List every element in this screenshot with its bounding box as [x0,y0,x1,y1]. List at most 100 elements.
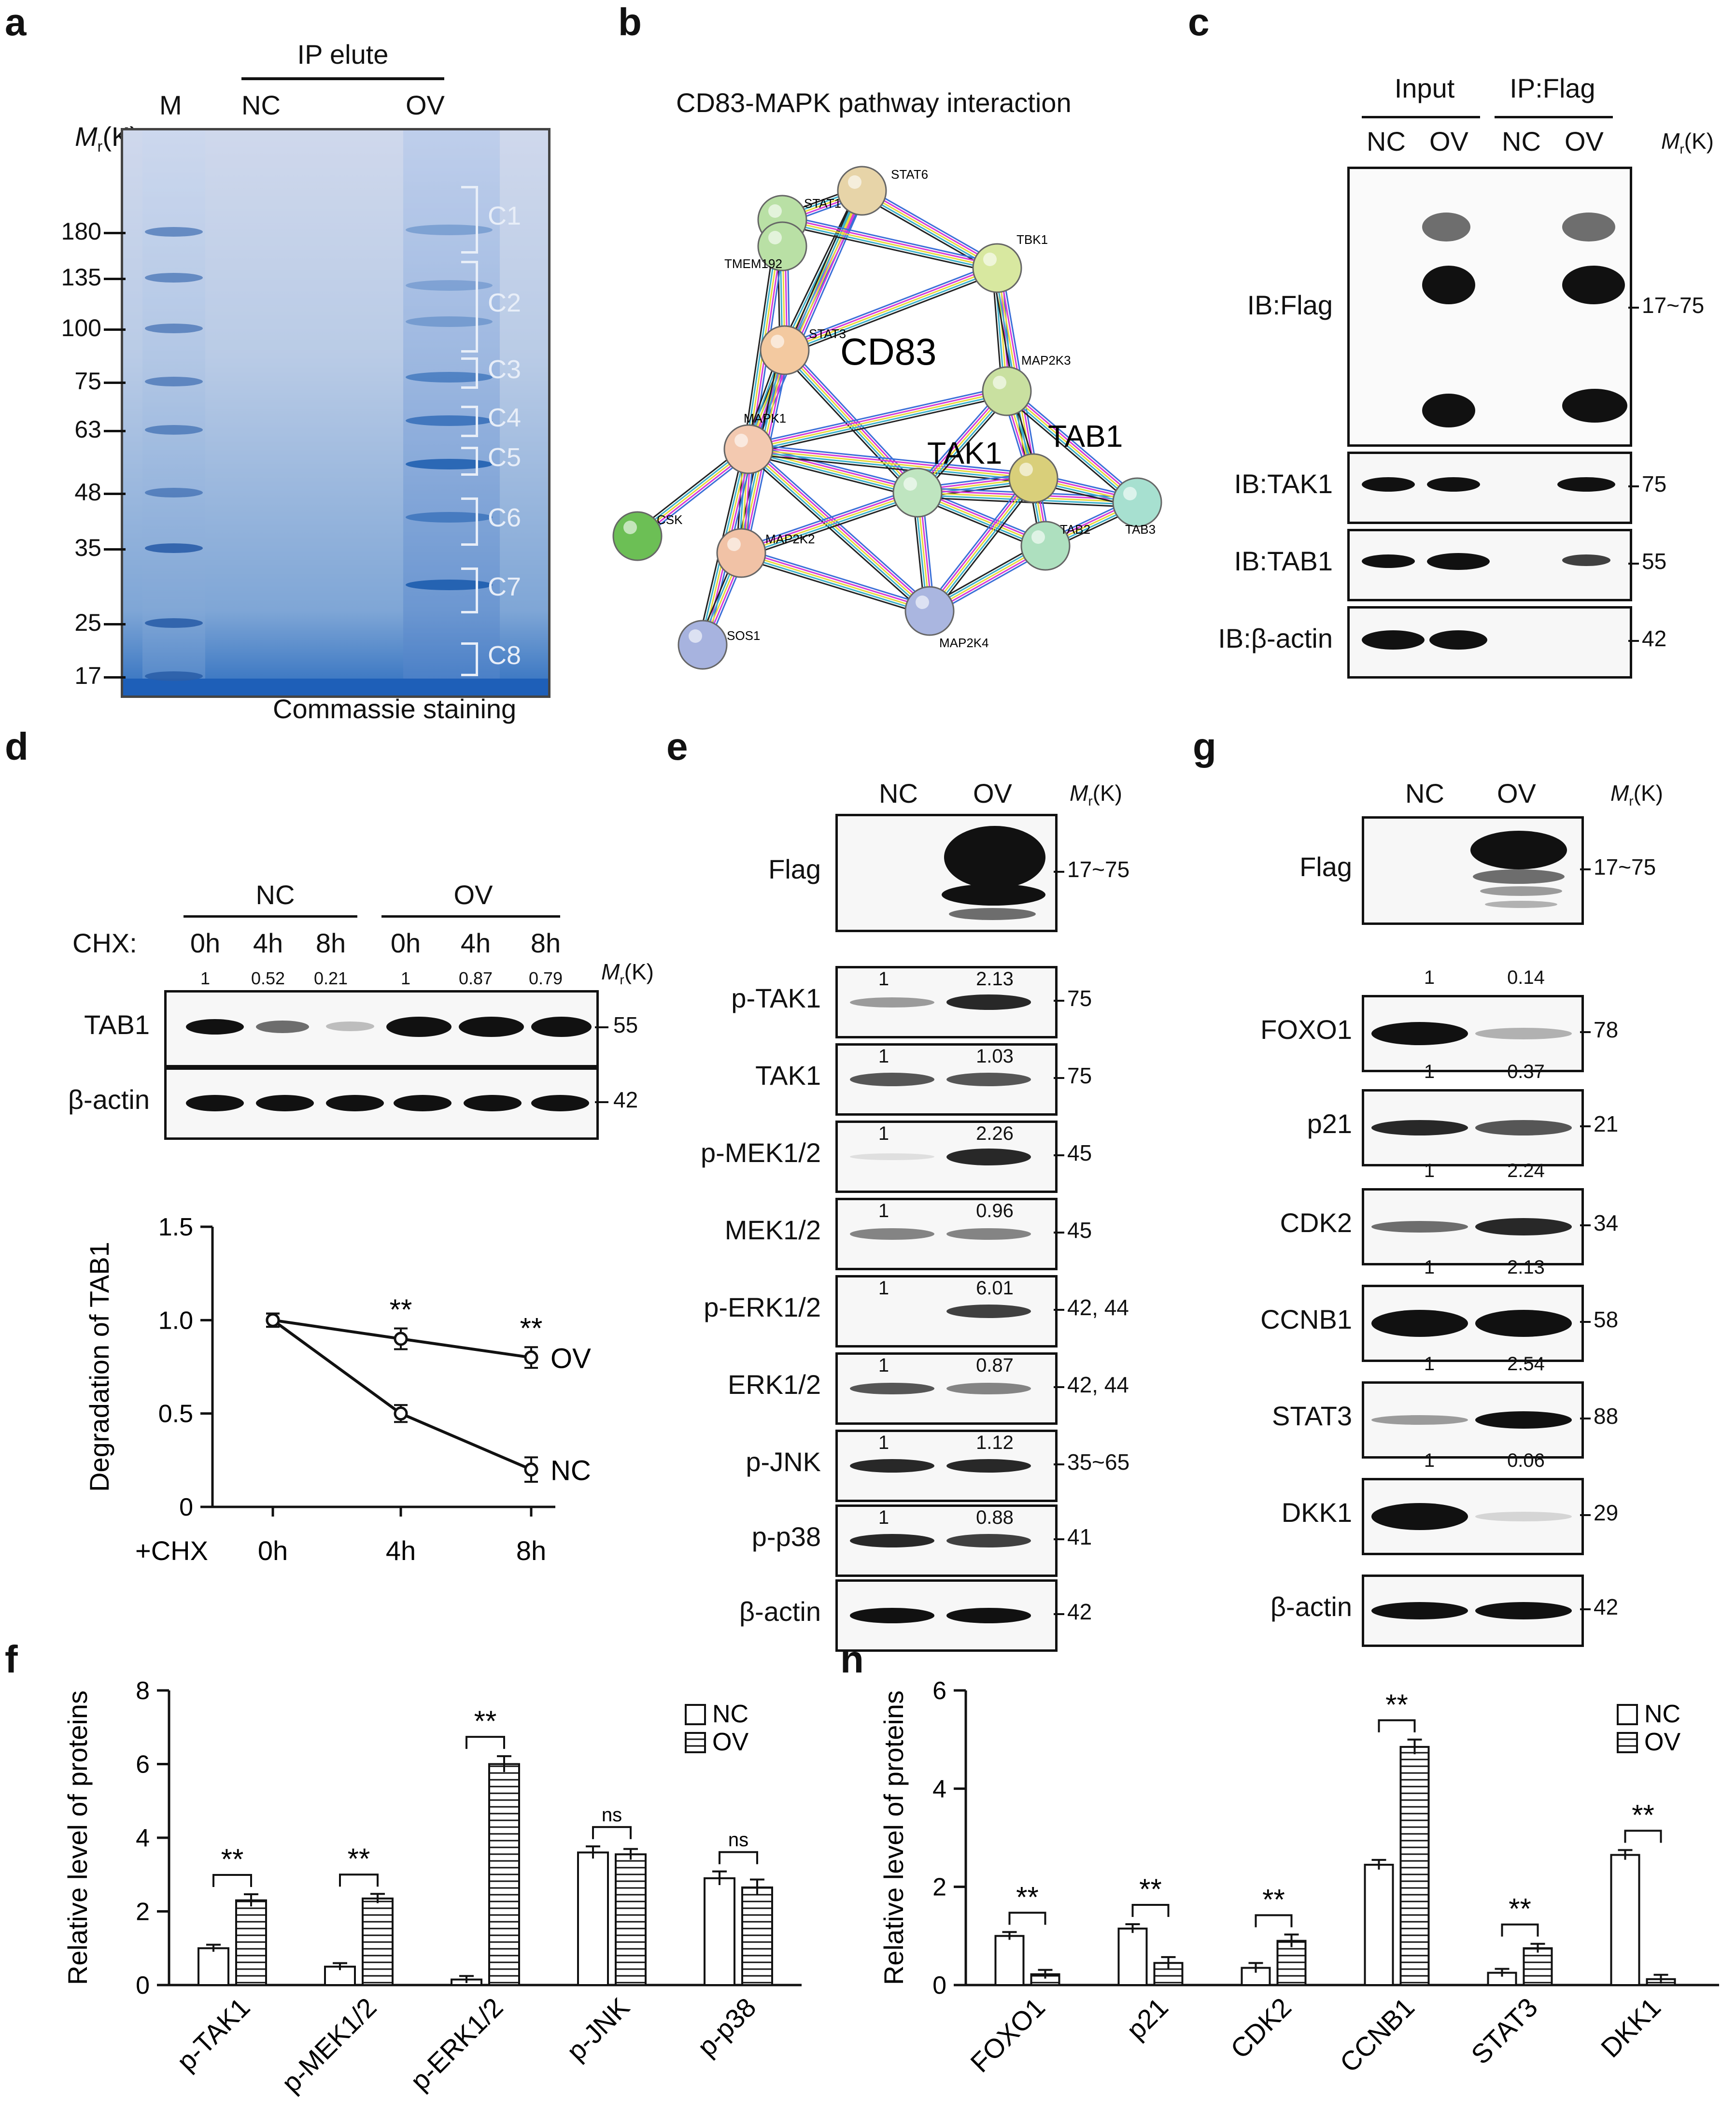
dye-front [123,679,548,695]
g-mr-label: Mr(K) [1610,780,1663,809]
e-row-label: p-p38 [751,1521,821,1552]
input-line [1362,116,1480,118]
fraction-bracket [461,186,478,254]
marker-band [145,671,203,681]
blot-band [1475,1120,1572,1135]
significance-bracket [466,1736,505,1749]
mr-marker-tick [104,232,126,234]
network-edge [864,186,1000,265]
e-row-mr: 35~65 [1067,1449,1130,1475]
g-mr-tick [1580,1321,1591,1323]
network-edge [925,474,1030,609]
bar-nc [577,1851,609,1986]
network-edge [782,216,998,267]
significance-label: ** [348,1843,370,1875]
data-point [394,1406,408,1421]
g-blot-0 [1362,816,1584,925]
network-edge [788,346,922,490]
e-row-mr: 17~75 [1067,856,1130,882]
d-quant-label: 0.52 [251,968,285,988]
e-quant-nc: 1 [878,1046,889,1067]
panel-label-e: e [666,725,688,768]
c-lane-4: OV [1565,126,1604,156]
e-row-label: MEK1/2 [724,1215,821,1245]
e-blot-0 [835,814,1058,932]
e-blot-4 [835,1198,1058,1270]
e-mr-tick [1054,1613,1064,1615]
e-row-mr: 75 [1067,986,1092,1011]
e-row-label: p-JNK [746,1447,821,1477]
category-label: p-JNK [561,1992,635,2067]
flag-smear [949,908,1036,920]
e-blot-7 [835,1430,1058,1502]
g-blot-6 [1362,1478,1584,1555]
mr-marker-label: 75 [74,368,101,395]
mr-marker-label: 135 [61,264,101,291]
blot-band [946,1148,1031,1165]
e-quant-nc: 1 [878,1355,889,1376]
significance-bracket [1131,1904,1170,1917]
c-blot-flag [1347,167,1632,447]
network-edge [748,446,1034,477]
g-blot-3 [1362,1188,1584,1265]
mr-marker-tick [104,623,126,625]
lane-label-nc: NC [241,90,281,120]
blot-band [1371,1602,1468,1619]
d-row-label: β-actin [68,1084,150,1115]
mr-marker-tick [104,676,126,679]
node-label: TMEM192 [724,256,782,271]
mr-marker-label: 100 [61,314,101,341]
flag-smear [1473,869,1565,884]
blot-band [946,1305,1031,1318]
significance-label: ns [728,1830,748,1851]
e-row-label: p-MEK1/2 [701,1137,821,1168]
fraction-label: C3 [488,355,522,384]
network-edge [749,395,1008,455]
input-label: Input [1394,73,1455,103]
network-edge [1003,394,1135,507]
d-ov-line [381,915,560,918]
g-quant-ov: 2.54 [1507,1353,1545,1375]
c-row-mr: 42 [1642,626,1667,651]
node-label: CSK [657,512,683,527]
blot-band [946,994,1031,1010]
network-edge [783,214,999,264]
category-label: STAT3 [1465,1992,1543,2070]
blot-band [1475,1310,1572,1337]
mr-marker-label: 35 [74,534,101,561]
ip-elute-title: IP elute [297,39,389,70]
y-tick-label: 4 [932,1775,946,1803]
g-row-label: Flag [1299,851,1352,882]
c-row-mr: 17~75 [1642,293,1705,318]
significance-bracket [592,1826,632,1839]
fraction-bracket [461,406,478,437]
bar-ov [235,1899,267,1986]
legend-label: NC [1644,1700,1680,1728]
e-mr-tick [1054,1309,1064,1311]
ov-band [406,316,493,327]
e-blot-1 [835,966,1058,1038]
g-blot-7 [1362,1575,1584,1647]
network-edge [782,189,861,350]
blot-band [946,1459,1031,1473]
blot-band [1475,1411,1572,1429]
node-tab2 [1020,521,1071,571]
e-lane-ov: OV [973,778,1012,809]
c-row-mr: 75 [1642,471,1667,497]
e-blot-8 [835,1504,1058,1577]
bar-nc [198,1947,229,1986]
node-label: TAB2 [1060,522,1090,537]
blot-band [850,1608,934,1623]
network-edge [747,453,917,498]
d-time-label: 4h [460,928,491,958]
ipflag-line [1495,116,1613,118]
network-edge [746,450,929,613]
node-label: TAB3 [1125,522,1156,537]
e-blot-9 [835,1579,1058,1652]
mr-marker-tick [104,493,126,495]
g-quant-ov: 0.37 [1507,1061,1545,1082]
significance-label: ** [474,1705,497,1737]
node-label: MAP2K4 [939,636,989,650]
network-edge [861,190,998,269]
g-row-label: CCNB1 [1260,1304,1352,1334]
